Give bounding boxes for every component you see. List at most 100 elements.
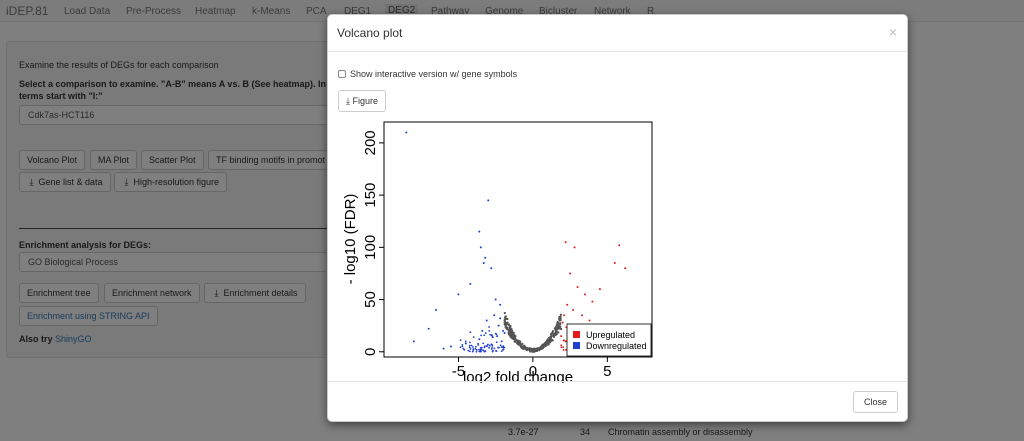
ns-point [503, 311, 506, 315]
down-point [500, 350, 503, 353]
down-point [469, 331, 472, 334]
ns-point [514, 335, 517, 338]
modal-header: Volcano plot × [328, 15, 907, 52]
ns-point [555, 332, 558, 335]
down-point [481, 329, 484, 332]
down-point [474, 347, 477, 350]
down-point [487, 199, 490, 202]
down-point [480, 334, 482, 337]
down-point [485, 319, 488, 322]
down-point [470, 344, 473, 347]
ns-point [558, 319, 561, 322]
nonsignificant-points [459, 311, 615, 353]
legend-swatch-down [573, 342, 580, 349]
down-point [468, 346, 471, 349]
down-point [495, 350, 498, 352]
up-point [560, 346, 563, 349]
down-point [461, 345, 464, 348]
ns-point [547, 340, 550, 344]
modal-footer: Close [328, 381, 907, 423]
down-point [502, 348, 504, 351]
down-point [467, 349, 470, 352]
ns-point [516, 341, 519, 344]
up-point [560, 335, 563, 338]
down-point [459, 339, 462, 342]
close-icon[interactable]: × [888, 24, 897, 40]
legend-label-down: Downregulated [586, 341, 647, 351]
x-tick-label: -5 [452, 363, 465, 380]
down-point [457, 293, 460, 296]
legend-label-up: Upregulated [586, 330, 635, 340]
down-point [490, 343, 493, 346]
ns-point [547, 343, 550, 346]
down-point [490, 267, 493, 270]
ns-point [531, 349, 534, 352]
interactive-checkbox[interactable] [338, 70, 346, 78]
ns-point [550, 338, 553, 342]
down-point [482, 349, 484, 352]
y-tick-label: 150 [362, 183, 379, 208]
down-point [478, 348, 480, 351]
down-point [479, 346, 482, 349]
ns-point [512, 332, 515, 335]
y-tick-label: 200 [362, 130, 379, 155]
down-point [497, 346, 500, 349]
down-point [461, 344, 464, 346]
down-point [499, 344, 502, 347]
down-point [502, 329, 505, 332]
down-point [472, 336, 475, 339]
ns-point [524, 347, 527, 351]
down-point [459, 346, 462, 349]
up-point [576, 286, 579, 289]
ns-point [524, 345, 527, 348]
ns-point [559, 313, 562, 316]
up-point [573, 246, 576, 249]
ns-point [548, 338, 552, 341]
ns-point [519, 340, 522, 343]
ns-point [509, 327, 512, 331]
volcano-plot: -5 0 5 0 50 100 150 200 log2 fold change - log1… [338, 119, 660, 386]
up-point [591, 300, 594, 303]
figure-download-button[interactable]: ⤓ Figure [338, 90, 387, 112]
interactive-checkbox-label[interactable]: Show interactive version w/ gene symbols [350, 69, 518, 79]
up-point [565, 349, 567, 351]
modal-title: Volcano plot [337, 26, 403, 40]
down-point [495, 341, 498, 344]
down-point [484, 332, 487, 335]
ns-point [511, 337, 515, 340]
ns-point [542, 345, 546, 348]
up-point [572, 309, 575, 311]
y-axis-label: - log10 (FDR) [342, 194, 359, 285]
close-button[interactable]: Close [852, 391, 898, 413]
down-point [503, 331, 506, 334]
ns-point [549, 332, 553, 336]
down-point [485, 345, 488, 347]
down-point [491, 336, 494, 339]
down-point [472, 348, 475, 351]
down-point [483, 334, 486, 337]
down-point [464, 340, 467, 343]
ns-point [533, 348, 536, 351]
down-point [488, 326, 490, 328]
figure-download-label: Figure [352, 96, 379, 106]
ns-point [556, 326, 559, 329]
ns-point [551, 329, 555, 333]
up-point [563, 339, 565, 342]
down-point [503, 346, 506, 349]
down-point [494, 298, 497, 301]
down-point [482, 262, 485, 264]
ns-point [503, 321, 506, 324]
down-point [488, 346, 490, 349]
ns-point [556, 322, 559, 325]
up-point [562, 349, 565, 351]
download-icon: ⤓ [346, 96, 350, 106]
up-point [598, 288, 601, 291]
x-tick-label: 0 [529, 363, 537, 380]
down-point [481, 346, 483, 349]
down-point [497, 324, 500, 327]
up-point [624, 267, 627, 270]
down-point [405, 131, 408, 134]
x-tick-label: 5 [603, 363, 611, 380]
ns-point [558, 326, 561, 330]
